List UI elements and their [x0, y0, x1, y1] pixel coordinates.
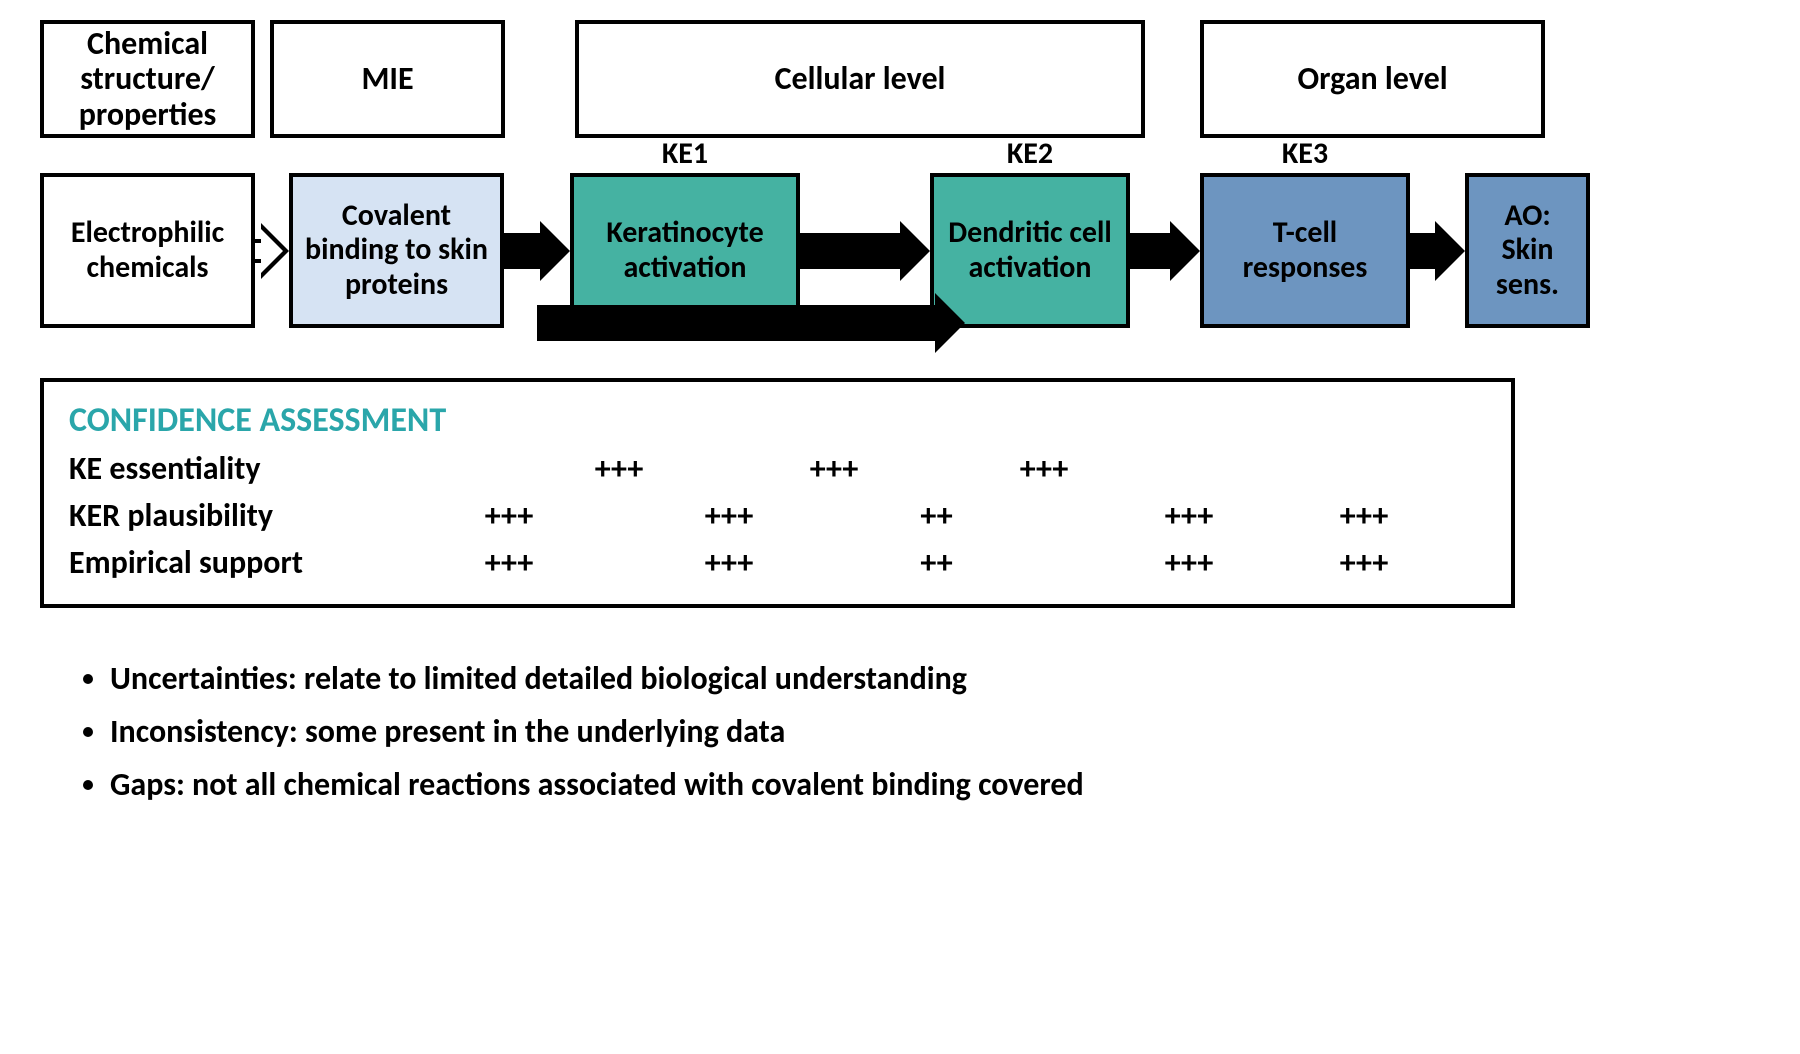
box-ao: AO: Skin sens.: [1465, 173, 1590, 328]
ke1-text: Keratinocyte activation: [582, 216, 788, 285]
confidence-rating: +++: [1284, 496, 1444, 535]
aop-diagram: Chemical structure/ properties MIE Cellu…: [20, 20, 1780, 811]
confidence-row-label: KE essentiality: [69, 449, 449, 488]
confidence-rating: +++: [789, 449, 879, 488]
confidence-rating: +++: [1284, 543, 1444, 582]
header-row: Chemical structure/ properties MIE Cellu…: [40, 20, 1780, 138]
arrow-icon: [800, 233, 930, 269]
box-ke3: KE3 T-cell responses: [1200, 173, 1410, 328]
box-electrophilic: Electrophilic chemicals: [40, 173, 255, 328]
confidence-row-label: Empirical support: [69, 543, 449, 582]
ke2-text: Dendritic cell activation: [942, 216, 1118, 285]
confidence-row: KE essentiality +++ +++ +++: [69, 449, 1486, 488]
arrow-bypass-icon: [537, 293, 965, 353]
header-mie: MIE: [270, 20, 505, 138]
arrow-open-icon: [255, 233, 289, 269]
note-item: Uncertainties: relate to limited detaile…: [110, 653, 1780, 706]
ke3-label: KE3: [1282, 137, 1328, 172]
arrow-icon: [504, 233, 570, 269]
confidence-rating: +++: [569, 449, 669, 488]
confidence-rating: ++: [879, 543, 994, 582]
confidence-rating: ++: [879, 496, 994, 535]
arrow-icon: [1130, 233, 1200, 269]
ke1-label: KE1: [662, 137, 708, 172]
header-cellular: Cellular level: [575, 20, 1145, 138]
header-organ: Organ level: [1200, 20, 1545, 138]
confidence-row: KER plausibility++++++++++++++: [69, 496, 1486, 535]
confidence-row-label: KER plausibility: [69, 496, 449, 535]
ke2-label: KE2: [1007, 137, 1053, 172]
header-chemical: Chemical structure/ properties: [40, 20, 255, 138]
note-item: Gaps: not all chemical reactions associa…: [110, 759, 1780, 812]
pathway-row: Electrophilic chemicals Covalent binding…: [40, 173, 1780, 328]
confidence-title: CONFIDENCE ASSESSMENT: [69, 400, 1486, 441]
arrow-icon: [1410, 233, 1465, 269]
confidence-rating: +++: [449, 496, 569, 535]
confidence-row: Empirical support++++++++++++++: [69, 543, 1486, 582]
confidence-rating: +++: [669, 496, 789, 535]
confidence-assessment-box: CONFIDENCE ASSESSMENT KE essentiality+++…: [40, 378, 1515, 608]
confidence-rating: +++: [994, 449, 1094, 488]
notes-list: Uncertainties: relate to limited detaile…: [70, 653, 1780, 811]
box-mie: Covalent binding to skin proteins: [289, 173, 504, 328]
confidence-rating: +++: [669, 543, 789, 582]
confidence-rating: +++: [449, 543, 569, 582]
ke3-text: T-cell responses: [1212, 216, 1398, 285]
confidence-rating: +++: [1094, 496, 1284, 535]
confidence-rating: +++: [1094, 543, 1284, 582]
note-item: Inconsistency: some present in the under…: [110, 706, 1780, 759]
